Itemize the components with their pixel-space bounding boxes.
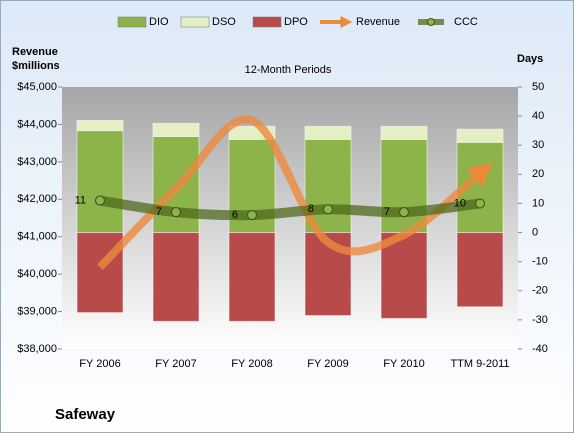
- plot-area: [62, 87, 518, 349]
- legend: DIO DSO DPO Revenue CCC: [117, 16, 478, 28]
- bar: [76, 130, 124, 234]
- y2-tick-label: 40: [532, 110, 544, 122]
- legend-swatch: [117, 16, 147, 28]
- point: [323, 204, 333, 215]
- y2-tick-label: 10: [532, 197, 544, 209]
- x-tick-label: FY 2009: [307, 358, 348, 370]
- bar: [456, 128, 504, 143]
- data-label: 10: [454, 197, 466, 209]
- legend-label: DSO: [212, 16, 236, 28]
- legend-swatch: [427, 18, 435, 26]
- y2-tick-label: -40: [532, 343, 548, 355]
- y2-tick-label: 20: [532, 168, 544, 180]
- legend-label: CCC: [454, 16, 478, 28]
- y2-tick-label: 30: [532, 139, 544, 151]
- legend-swatch: [180, 16, 210, 28]
- y-axis-title: Revenue $millions: [12, 46, 60, 72]
- legend-swatch: [252, 16, 282, 28]
- y-tick-label: $38,000: [17, 343, 57, 355]
- bar: [228, 232, 276, 322]
- y2-axis-title: Days: [517, 53, 543, 65]
- point: [247, 210, 257, 221]
- line: [97, 115, 494, 270]
- y-tick-label: $45,000: [17, 81, 57, 93]
- legend-label: Revenue: [356, 16, 400, 28]
- y-tick-label: $40,000: [17, 268, 57, 280]
- data-label: 7: [156, 206, 162, 218]
- x-tick-label: FY 2007: [155, 358, 196, 370]
- y-tick-label: $42,000: [17, 193, 57, 205]
- y2-tick-label: 50: [532, 81, 544, 93]
- point: [171, 207, 181, 218]
- bar: [304, 125, 352, 140]
- x-tick-label: FY 2010: [383, 358, 424, 370]
- line: [95, 195, 485, 221]
- data-label: 8: [308, 203, 314, 215]
- bar: [76, 119, 124, 132]
- data-label: 11: [75, 194, 86, 206]
- y-tick-label: $43,000: [17, 156, 57, 168]
- legend-label: DIO: [149, 16, 169, 28]
- data-label: 7: [384, 206, 390, 218]
- bar: [152, 232, 200, 322]
- point: [95, 195, 105, 206]
- y2-tick-label: -10: [532, 256, 548, 268]
- chart-title: Safeway: [55, 406, 116, 423]
- y-tick-label: $41,000: [17, 231, 57, 243]
- point: [399, 207, 409, 218]
- y-tick-label: $39,000: [17, 305, 57, 317]
- bar: [380, 138, 428, 234]
- y2-tick-label: -20: [532, 285, 548, 297]
- x-tick-label: FY 2008: [231, 358, 272, 370]
- bar: [152, 122, 200, 137]
- y2-tick-label: -30: [532, 314, 548, 326]
- point: [475, 198, 485, 209]
- y-tick-label: $44,000: [17, 118, 57, 130]
- x-tick-label: FY 2006: [79, 358, 120, 370]
- chart-subtitle: 12-Month Periods: [245, 64, 332, 76]
- bar: [380, 125, 428, 140]
- x-tick-label: TTM 9-2011: [450, 358, 509, 370]
- legend-label: DPO: [284, 16, 308, 28]
- y2-tick-label: 0: [532, 226, 538, 238]
- data-label: 6: [232, 209, 238, 221]
- bar: [456, 232, 504, 308]
